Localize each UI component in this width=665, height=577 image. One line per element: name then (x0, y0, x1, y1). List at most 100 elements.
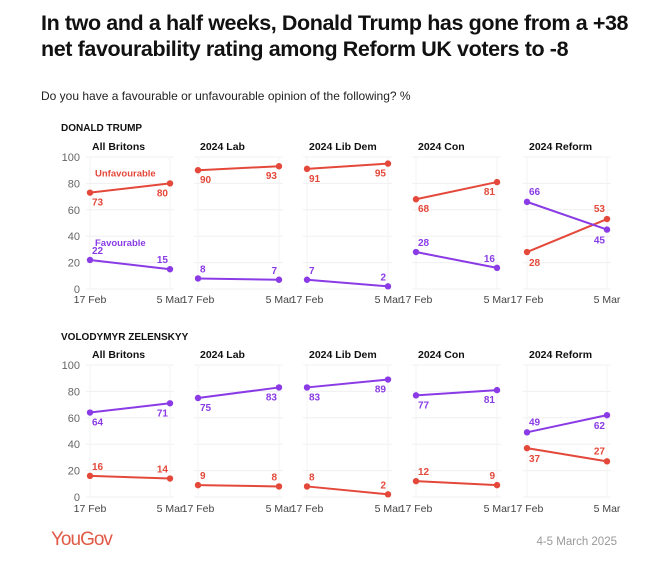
data-label: 93 (266, 171, 278, 182)
panel-title: All Britons (92, 349, 145, 361)
x-tick-label: 5 Mar (266, 294, 293, 306)
series-line-unfavourable (415, 480, 498, 487)
data-point (86, 409, 94, 416)
data-point (493, 386, 501, 394)
data-point (384, 376, 392, 383)
data-point (523, 444, 531, 452)
series-line-unfavourable (306, 485, 389, 496)
data-label: 81 (484, 395, 496, 406)
x-tick-label: 17 Feb (74, 503, 107, 515)
x-tick-label: 17 Feb (400, 503, 433, 515)
panel-title: 2024 Lib Dem (309, 141, 377, 153)
data-point (194, 167, 202, 174)
data-point (303, 276, 311, 283)
x-tick-label: 17 Feb (400, 294, 433, 306)
data-point (166, 400, 174, 407)
data-point (384, 491, 392, 498)
x-tick-label: 17 Feb (511, 503, 544, 515)
x-tick-label: 5 Mar (594, 503, 621, 515)
data-point (412, 477, 420, 485)
x-tick-label: 17 Feb (291, 294, 324, 306)
data-point (194, 394, 202, 402)
series-line-unfavourable (197, 484, 280, 488)
x-tick-label: 5 Mar (484, 503, 511, 515)
data-label: 16 (92, 462, 104, 473)
y-tick-label: 60 (68, 205, 80, 217)
series-line-unfavourable (306, 162, 389, 170)
series-line-favourable (306, 278, 389, 288)
section-title: VOLODYMYR ZELENSKYY (61, 332, 189, 343)
data-label: 12 (418, 467, 430, 478)
data-point (523, 198, 531, 206)
panel-title: 2024 Reform (529, 349, 592, 361)
data-label: 22 (92, 246, 104, 257)
x-tick-label: 17 Feb (74, 294, 107, 306)
x-tick-label: 5 Mar (157, 503, 184, 515)
data-point (194, 481, 202, 489)
x-tick-label: 17 Feb (291, 503, 324, 515)
data-label: 75 (200, 403, 212, 414)
data-point (303, 384, 311, 391)
y-tick-label: 20 (68, 258, 80, 270)
data-label: 68 (418, 204, 430, 215)
series-line-favourable (306, 378, 389, 389)
series-line-favourable (89, 258, 171, 271)
data-point (86, 189, 94, 196)
x-tick-label: 5 Mar (375, 503, 402, 515)
y-tick-label: 100 (62, 360, 80, 372)
y-tick-label: 80 (68, 178, 80, 190)
data-label: 64 (92, 418, 104, 429)
series-line-favourable (89, 402, 171, 414)
data-point (493, 178, 501, 186)
data-label: 81 (484, 187, 496, 198)
x-tick-label: 17 Feb (182, 294, 215, 306)
data-label: 2 (380, 480, 386, 491)
x-tick-label: 5 Mar (157, 294, 184, 306)
x-tick-label: 17 Feb (511, 294, 544, 306)
data-point (384, 283, 392, 290)
data-label: 83 (266, 392, 278, 403)
data-label: 95 (375, 169, 387, 180)
data-point (523, 248, 531, 256)
series-line-unfavourable (89, 182, 171, 194)
data-label: 16 (484, 254, 496, 265)
data-point (303, 165, 311, 173)
data-label: 8 (200, 264, 206, 275)
data-point (166, 475, 174, 482)
data-point (603, 226, 611, 233)
series-annotation-favourable: Favourable (95, 238, 146, 249)
data-point (412, 392, 420, 399)
series-line-favourable (197, 386, 280, 399)
data-point (275, 163, 283, 170)
data-point (603, 411, 611, 419)
data-point (412, 196, 420, 203)
series-line-unfavourable (415, 181, 498, 201)
data-point (603, 215, 611, 223)
yougov-logo: YouGov (51, 529, 113, 550)
y-tick-label: 80 (68, 386, 80, 398)
data-label: 83 (309, 392, 321, 403)
data-label: 7 (271, 266, 277, 277)
data-label: 62 (594, 421, 606, 432)
data-point (86, 256, 94, 264)
y-tick-label: 0 (74, 284, 80, 296)
series-line-favourable (197, 277, 280, 281)
x-tick-label: 5 Mar (484, 294, 511, 306)
data-label: 8 (309, 472, 315, 483)
x-tick-label: 5 Mar (266, 503, 293, 515)
data-label: 9 (489, 471, 495, 482)
data-point (603, 458, 611, 465)
data-label: 91 (309, 174, 321, 185)
data-label: 45 (594, 236, 606, 247)
data-point (86, 472, 94, 480)
data-label: 49 (529, 417, 541, 428)
panel-title: All Britons (92, 141, 145, 153)
panel-title: 2024 Lab (200, 349, 245, 361)
series-line-favourable (526, 414, 608, 434)
series-line-favourable (415, 251, 498, 269)
series-line-unfavourable (526, 447, 608, 463)
data-label: 66 (529, 187, 541, 198)
panel-title: 2024 Con (418, 141, 465, 153)
data-label: 71 (157, 408, 169, 419)
data-point (275, 276, 283, 283)
